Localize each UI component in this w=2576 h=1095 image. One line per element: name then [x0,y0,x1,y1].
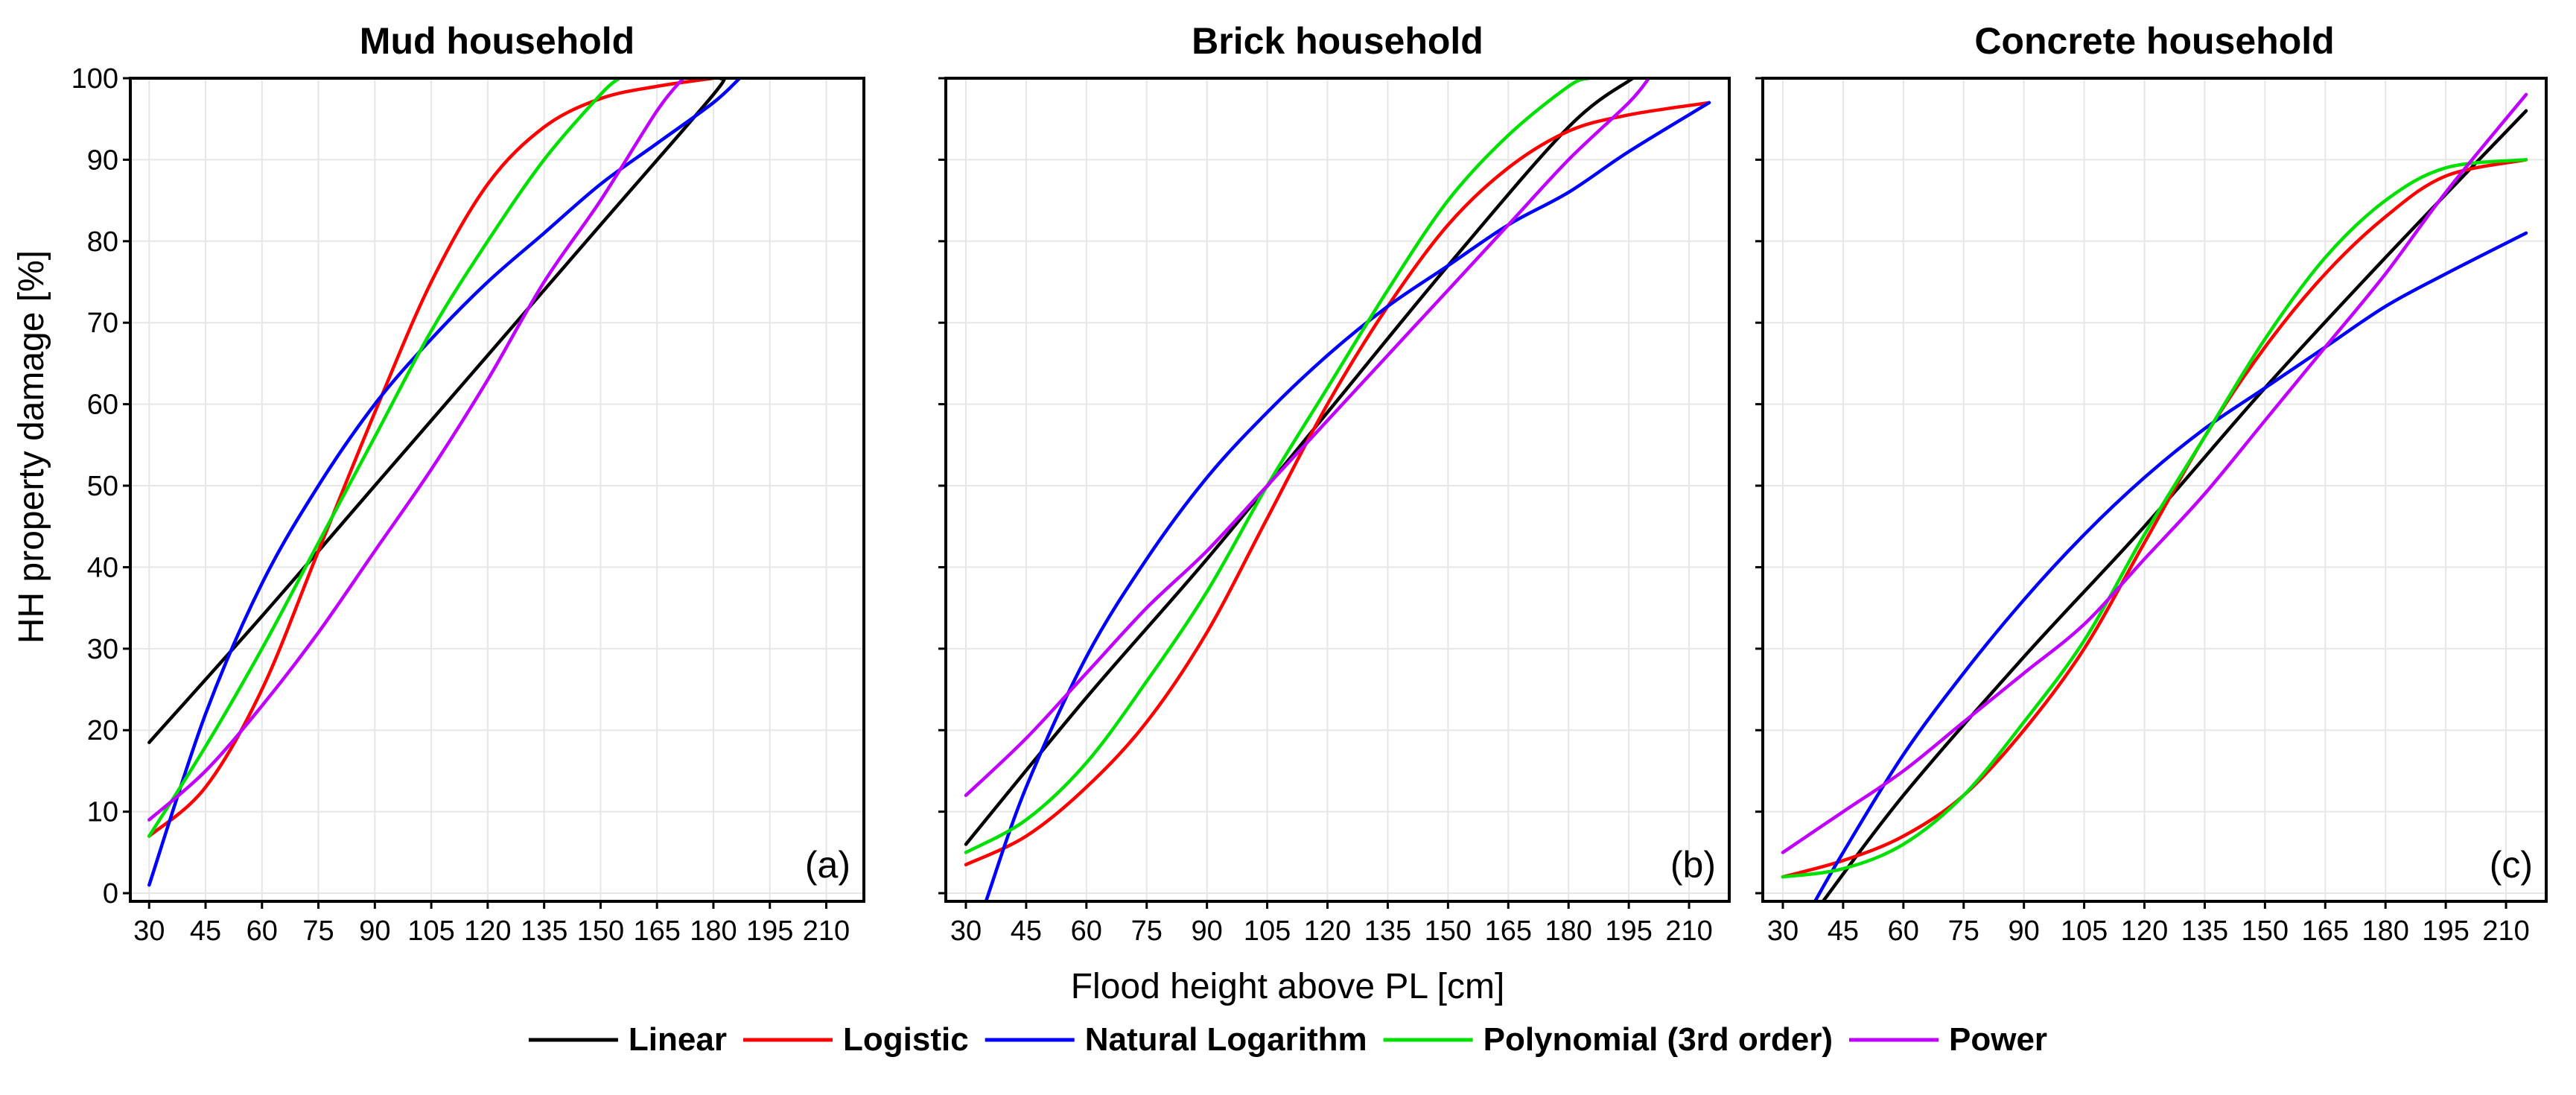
x-tick-label: 165 [1485,915,1532,947]
series-line-power [1781,92,2528,854]
panels: 30 45 60 75 90 105 120 135 150 165 180 195 210 0 10 20 3… [71,20,2548,947]
x-tick-label: 195 [1605,915,1652,947]
legend-label: Polynomial (3rd order) [1483,1021,1833,1058]
series-line-polynomial-3rd-order [964,78,1591,854]
x-tick-label: 105 [1244,915,1291,947]
x-tick-label: 60 [1888,915,1919,947]
x-tick-label: 30 [1767,915,1799,947]
x-tick-label: 60 [1071,915,1102,947]
legend-item-logistic: Logistic [743,1021,969,1058]
y-tick-label: 100 [71,63,118,95]
x-tick-label: 180 [690,915,737,947]
x-tick-label: 210 [1665,915,1712,947]
x-tick-label: 135 [1364,915,1411,947]
y-tick-label: 20 [87,715,118,746]
series-line-linear [147,78,726,744]
x-tick-label: 105 [407,915,454,947]
x-tick-label: 150 [577,915,624,947]
legend-label: Linear [629,1021,727,1058]
legend: Linear Logistic Natural Logarithm Polynomia… [528,1021,2047,1058]
x-tick-label: 45 [1011,915,1042,947]
legend-item-power: Power [1849,1021,2047,1058]
y-axis-label: HH property damage [%] [12,250,51,644]
y-tick-label: 40 [87,552,118,583]
series-line-polynomial-3rd-order [147,78,621,838]
y-tick-label: 10 [87,797,118,828]
x-tick-label: 30 [950,915,982,947]
x-tick-label: 210 [2482,915,2529,947]
curves [147,78,742,887]
series-line-power [964,78,1651,798]
y-tick-label: 30 [87,634,118,665]
legend-item-polynomial-3rd-order: Polynomial (3rd order) [1383,1021,1833,1058]
panel-title: Mud household [360,20,635,62]
y-tick-label: 80 [87,226,118,258]
x-tick-label: 60 [247,915,278,947]
y-tick-label: 0 [103,878,118,910]
x-tick-label: 195 [2422,915,2469,947]
panel-tag: (c) [2490,844,2533,886]
x-axis-label: Flood height above PL [cm] [1071,967,1505,1006]
x-tick-label: 135 [2181,915,2228,947]
panel-tag: (a) [805,844,850,886]
legend-item-natural-logarithm: Natural Logarithm [985,1021,1367,1058]
x-tick-label: 45 [190,915,221,947]
x-tick-label: 75 [1131,915,1163,947]
x-tick-label: 105 [2061,915,2108,947]
x-tick-label: 165 [633,915,680,947]
x-tick-label: 195 [746,915,793,947]
legend-label: Power [1949,1021,2047,1058]
legend-label: Natural Logarithm [1085,1021,1367,1058]
series-line-natural-logarithm [984,101,1711,901]
panel-title: Brick household [1192,20,1483,62]
x-tick-label: 150 [2242,915,2289,947]
x-tick-label: 75 [302,915,334,947]
series-line-logistic [147,78,716,838]
x-tick-label: 180 [1545,915,1592,947]
y-tick-label: 50 [87,471,118,502]
x-tick-label: 120 [2121,915,2168,947]
series-line-linear [1821,109,2528,901]
series-line-polynomial-3rd-order [1781,158,2528,879]
panel-title: Concrete household [1974,20,2334,62]
x-tick-label: 120 [1304,915,1351,947]
plot-frame [1761,77,2548,903]
legend-label: Logistic [843,1021,969,1058]
y-tick-label: 60 [87,390,118,421]
panel-concrete-household: 30 45 60 75 90 105 120 135 150 165 180 195 210 Concre… [1755,20,2548,947]
panel-brick-household: 30 45 60 75 90 105 120 135 150 165 180 195 210 Brick … [938,20,1731,947]
x-tick-label: 180 [2362,915,2409,947]
series-line-power [147,78,685,822]
legend-item-linear: Linear [528,1021,727,1058]
x-tick-label: 90 [2009,915,2040,947]
x-tick-label: 90 [1192,915,1223,947]
series-line-logistic [964,101,1711,867]
y-tick-label: 70 [87,308,118,339]
panel-mud-household: 30 45 60 75 90 105 120 135 150 165 180 195 210 0 10 20 3… [71,20,865,947]
x-tick-label: 30 [133,915,165,947]
plot-frame [129,77,865,903]
x-tick-label: 165 [2302,915,2349,947]
x-tick-label: 135 [521,915,567,947]
curves [1781,92,2528,901]
series-line-natural-logarithm [1813,231,2528,901]
x-tick-label: 150 [1425,915,1472,947]
x-tick-label: 90 [359,915,390,947]
x-tick-label: 45 [1828,915,1859,947]
series-line-logistic [1781,158,2528,879]
series-line-natural-logarithm [147,78,742,887]
curves [964,78,1711,901]
y-tick-label: 90 [87,145,118,176]
x-tick-label: 120 [464,915,511,947]
panel-tag: (b) [1670,844,1716,886]
plot-frame [944,77,1731,903]
series-line-linear [964,78,1635,846]
x-tick-label: 210 [803,915,850,947]
x-tick-label: 75 [1948,915,1979,947]
